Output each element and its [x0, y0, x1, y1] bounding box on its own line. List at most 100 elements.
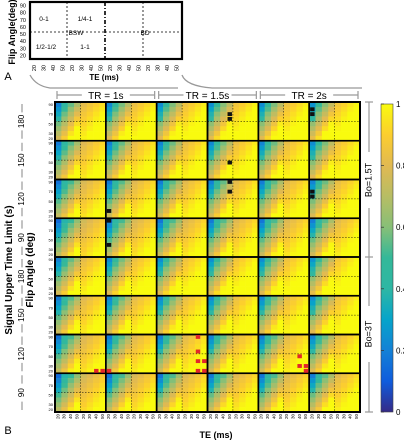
heatmap-cell: [328, 169, 335, 175]
heatmap-cell: [182, 227, 189, 234]
heatmap-cell: [74, 329, 81, 335]
heatmap-cell: [194, 232, 202, 238]
heatmap-cell: [226, 344, 234, 350]
heatmap-cell: [105, 358, 113, 364]
heatmap-cell: [61, 131, 69, 137]
heatmap-cell: [150, 271, 157, 277]
heatmap-cell: [340, 324, 348, 330]
heatmap-cell: [302, 261, 310, 267]
heatmap-cell: [61, 164, 69, 171]
heatmap-cell: [290, 135, 297, 142]
heatmap-cell: [175, 232, 183, 238]
heatmap-cell: [277, 339, 285, 345]
heatmap-cell: [302, 131, 310, 137]
heatmap-cell: [296, 324, 304, 330]
heatmap-cell: [137, 150, 145, 156]
heatmap-cell: [105, 164, 113, 171]
heatmap-cell: [232, 203, 240, 209]
heatmap-cell: [245, 102, 253, 108]
heatmap-cell: [182, 184, 189, 190]
heatmap-cell: [163, 208, 170, 214]
heatmap-cell: [175, 116, 183, 122]
heatmap-cell: [137, 290, 145, 297]
heatmap-cell: [258, 315, 265, 321]
heatmap-cell: [55, 155, 62, 161]
heatmap-cell: [271, 252, 278, 258]
heatmap-cell: [124, 102, 132, 108]
heatmap-cell: [99, 189, 107, 195]
heatmap-cell: [340, 174, 348, 180]
heatmap-cell: [163, 145, 170, 151]
b0-label-1-5t: Bo=1.5T: [363, 162, 373, 197]
heatmap-cell: [112, 252, 119, 258]
heatmap-cell: [93, 194, 100, 200]
heatmap-cell: [315, 339, 323, 345]
heatmap-cell: [55, 247, 62, 253]
heatmap-cell: [188, 194, 196, 200]
heatmap-cell: [334, 227, 342, 234]
heatmap-cell: [175, 198, 183, 205]
heatmap-cell: [340, 189, 348, 195]
heatmap-cell: [290, 329, 297, 335]
heatmap-cell: [232, 378, 240, 384]
heatmap-cell: [220, 368, 227, 374]
heatmap-cell: [264, 155, 272, 161]
heatmap-cell: [277, 184, 285, 190]
heatmap-cell: [283, 319, 291, 326]
heatmap-cell: [226, 194, 234, 200]
heatmap-cell: [271, 344, 278, 350]
black-marker: [106, 218, 112, 223]
heatmap-cell: [188, 164, 196, 171]
heatmap-cell: [67, 281, 75, 287]
heatmap-cell: [67, 329, 75, 335]
heatmap-cell: [347, 373, 354, 379]
heatmap-cell: [93, 295, 100, 301]
heatmap-cell: [347, 368, 354, 374]
heatmap-cell: [182, 295, 189, 301]
heatmap-cell: [99, 116, 107, 122]
red-marker: [100, 368, 105, 373]
heatmap-cell: [264, 227, 272, 234]
heatmap-cell: [213, 286, 221, 292]
heatmap-cell: [271, 276, 278, 282]
heatmap-cell: [169, 252, 177, 258]
heatmap-cell: [194, 319, 202, 326]
heatmap-cell: [258, 373, 265, 379]
heatmap-cell: [163, 150, 170, 156]
heatmap-cell: [328, 387, 335, 393]
heatmap-cell: [315, 194, 323, 200]
heatmap-cell: [302, 213, 310, 219]
heatmap-cell: [251, 334, 259, 340]
heatmap-cell: [353, 164, 361, 171]
heatmap-cell: [201, 237, 208, 243]
heatmap-cell: [86, 237, 94, 243]
heatmap-cell: [137, 300, 145, 306]
heatmap-cell: [112, 261, 119, 267]
heatmap-cell: [251, 358, 259, 364]
heatmap-cell: [271, 349, 278, 355]
te-tick: 40: [195, 414, 200, 420]
heatmap-cell: [264, 179, 272, 185]
heatmap-cell: [67, 218, 75, 224]
heatmap-cell: [143, 407, 151, 413]
heatmap-cell: [137, 194, 145, 200]
heatmap-cell: [226, 363, 234, 369]
heatmap-cell: [175, 402, 183, 408]
heatmap-cell: [239, 126, 246, 132]
heatmap-cell: [201, 378, 208, 384]
heatmap-cell: [74, 223, 81, 229]
heatmap-cell: [315, 106, 323, 112]
heatmap-cell: [296, 252, 304, 258]
heatmap-cell: [86, 290, 94, 297]
flip-angle-tick: 50: [49, 238, 54, 243]
heatmap-cell: [99, 150, 107, 156]
heatmap-cell: [296, 160, 304, 166]
heatmap-cell: [169, 179, 177, 185]
heatmap-cell: [296, 184, 304, 190]
heatmap-cell: [93, 106, 100, 112]
heatmap-cell: [137, 319, 145, 326]
heatmap-cell: [232, 407, 240, 413]
te-tick: 30: [189, 414, 194, 420]
heatmap-cell: [302, 319, 310, 326]
heatmap-cell: [201, 174, 208, 180]
